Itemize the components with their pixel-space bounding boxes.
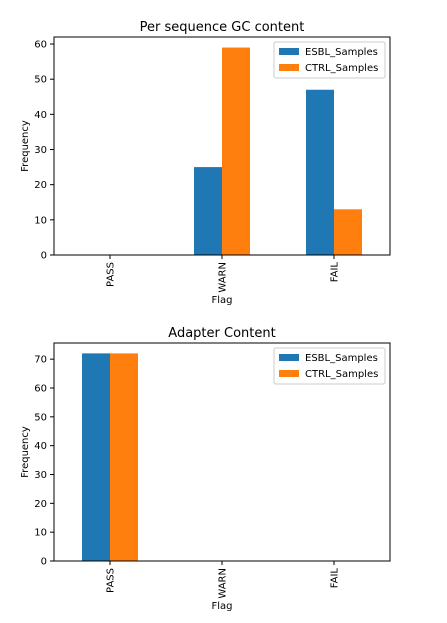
legend-swatch-ctrl-samples (279, 64, 299, 71)
y-tick-label: 10 (34, 528, 47, 539)
x-tick-label-pass: PASS (106, 568, 117, 593)
x-axis-label: Flag (211, 295, 232, 306)
bar-esbl-samples-warn (194, 167, 222, 255)
x-tick-label-warn: WARN (218, 262, 229, 293)
legend-label-esbl-samples: ESBL_Samples (305, 353, 378, 364)
x-tick-label-warn: WARN (218, 568, 229, 599)
bar-ctrl-samples-pass (110, 353, 138, 561)
y-tick-label: 40 (34, 110, 47, 121)
legend-swatch-esbl-samples (279, 48, 299, 55)
y-tick-label: 50 (34, 75, 47, 86)
y-axis-label: Frequency (20, 120, 31, 172)
x-tick-label-fail: FAIL (330, 568, 341, 589)
x-tick-label-pass: PASS (106, 262, 117, 287)
legend-label-ctrl-samples: CTRL_Samples (305, 63, 378, 74)
y-tick-label: 0 (41, 251, 47, 262)
y-tick-label: 30 (34, 145, 47, 156)
y-tick-label: 60 (34, 40, 47, 51)
y-tick-label: 30 (34, 470, 47, 481)
gc-content-chart: Per sequence GC content 0 10 20 30 40 50 60 PASS… (20, 20, 391, 306)
legend-swatch-ctrl-samples (279, 370, 299, 377)
y-tick-label: 60 (34, 383, 47, 394)
chart-title: Per sequence GC content (140, 20, 305, 35)
legend-box (273, 347, 386, 385)
adapter-content-chart: Adapter Content 0 10 20 30 40 50 60 70 PASS WARN FA… (20, 326, 391, 612)
bar-esbl-samples-pass (82, 353, 110, 561)
legend-swatch-esbl-samples (279, 354, 299, 361)
y-axis-label: Frequency (20, 426, 31, 478)
y-tick-label: 20 (34, 499, 47, 510)
legend-label-esbl-samples: ESBL_Samples (305, 47, 378, 58)
bar-ctrl-samples-warn (222, 47, 250, 255)
x-tick-label-fail: FAIL (330, 262, 341, 283)
y-tick-label: 70 (34, 355, 47, 366)
legend-box (273, 41, 386, 79)
x-axis-label: Flag (211, 601, 232, 612)
y-tick-label: 50 (34, 412, 47, 423)
bar-esbl-samples-fail (306, 89, 334, 255)
chart-title: Adapter Content (168, 326, 275, 341)
y-tick-label: 40 (34, 441, 47, 452)
y-tick-label: 10 (34, 215, 47, 226)
y-tick-label: 0 (41, 557, 47, 568)
legend-label-ctrl-samples: CTRL_Samples (305, 369, 378, 380)
bar-ctrl-samples-fail (334, 209, 362, 255)
y-tick-label: 20 (34, 180, 47, 191)
